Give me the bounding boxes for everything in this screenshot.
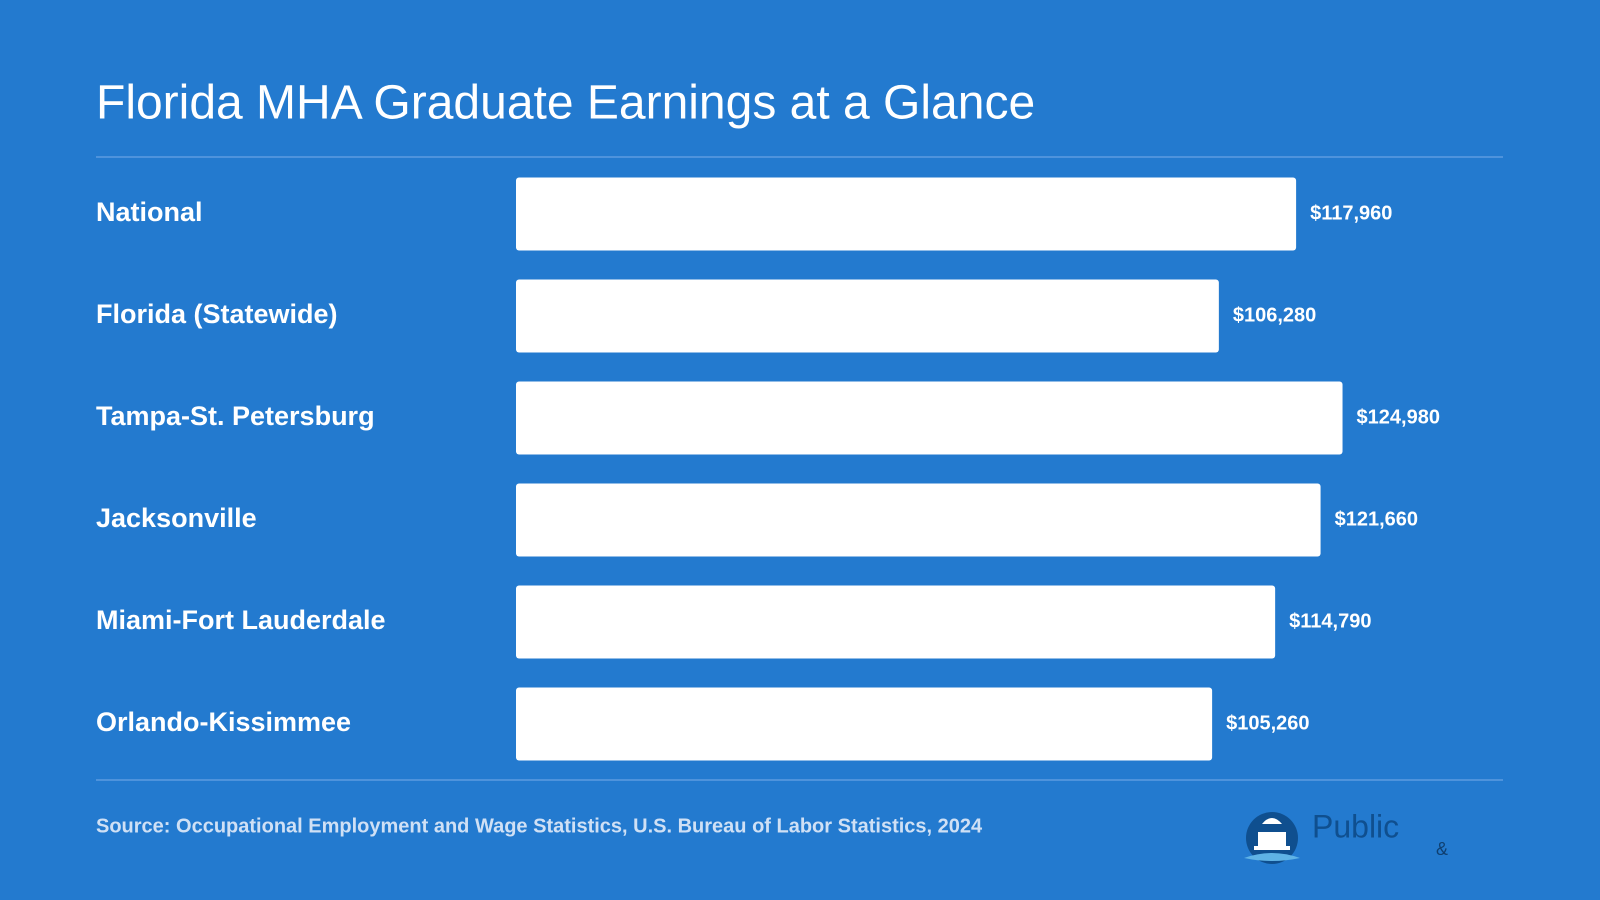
bar	[516, 381, 1343, 455]
value-label: $114,790	[1289, 610, 1371, 632]
chart-title: Florida MHA Graduate Earnings at a Glanc…	[96, 77, 1035, 130]
value-label: $105,260	[1226, 712, 1309, 734]
logo-wave	[1244, 853, 1300, 861]
logo: Public &	[1244, 808, 1448, 864]
category-label: Miami-Fort Lauderdale	[96, 605, 386, 635]
value-label: $124,980	[1357, 406, 1440, 428]
value-label: $117,960	[1310, 202, 1392, 224]
value-label: $106,280	[1233, 304, 1316, 326]
value-label: $121,660	[1335, 508, 1418, 530]
category-label: Florida (Statewide)	[96, 299, 338, 329]
category-label: National	[96, 197, 203, 227]
source-note: Source: Occupational Employment and Wage…	[96, 815, 983, 837]
logo-capitol	[1254, 818, 1290, 850]
category-label: Tampa-St. Petersburg	[96, 401, 375, 431]
logo-amp: &	[1436, 839, 1448, 859]
category-label: Jacksonville	[96, 503, 257, 533]
bar	[516, 687, 1213, 761]
category-label: Orlando-Kissimmee	[96, 707, 351, 737]
bar	[516, 483, 1321, 557]
bar	[516, 585, 1276, 659]
bar	[516, 177, 1297, 251]
bar	[516, 279, 1219, 353]
logo-name: Public	[1312, 808, 1399, 844]
